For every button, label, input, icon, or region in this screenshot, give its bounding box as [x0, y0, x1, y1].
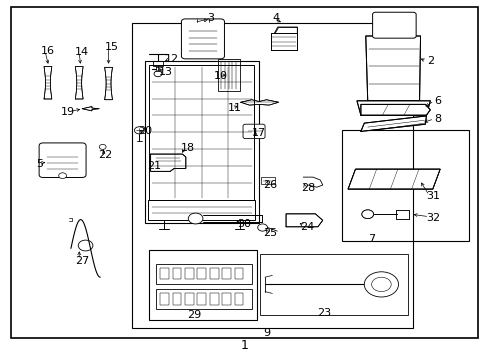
Polygon shape: [82, 107, 99, 111]
Bar: [145, 61, 259, 223]
Bar: [197, 268, 206, 279]
Polygon shape: [240, 100, 278, 105]
Bar: [172, 293, 181, 305]
Text: 29: 29: [187, 310, 202, 320]
Polygon shape: [104, 67, 112, 100]
Bar: [234, 293, 243, 305]
Text: 11: 11: [227, 103, 241, 113]
Bar: [149, 250, 256, 320]
Bar: [197, 293, 206, 305]
Circle shape: [361, 210, 373, 219]
Text: 31: 31: [425, 191, 439, 201]
Polygon shape: [360, 116, 426, 131]
Text: 21: 21: [147, 161, 161, 171]
Text: 27: 27: [75, 256, 89, 266]
Bar: [160, 268, 169, 279]
Bar: [185, 268, 193, 279]
Polygon shape: [285, 214, 322, 227]
Polygon shape: [356, 101, 429, 115]
Text: 10: 10: [214, 71, 227, 81]
Bar: [234, 268, 243, 279]
Text: 26: 26: [263, 180, 276, 190]
FancyBboxPatch shape: [372, 12, 415, 38]
Bar: [185, 293, 193, 305]
FancyBboxPatch shape: [181, 19, 224, 59]
Text: 28: 28: [300, 183, 315, 193]
Polygon shape: [347, 169, 439, 189]
Text: 1: 1: [240, 339, 248, 352]
Polygon shape: [360, 104, 429, 115]
Text: 13: 13: [159, 67, 173, 77]
Bar: [155, 289, 251, 309]
Circle shape: [99, 144, 106, 149]
Circle shape: [59, 173, 66, 179]
Bar: [160, 293, 169, 305]
Text: 2: 2: [426, 56, 433, 66]
Bar: [155, 264, 251, 284]
Bar: [342, 130, 468, 241]
Text: 4: 4: [272, 13, 279, 23]
Polygon shape: [44, 67, 52, 99]
Text: 18: 18: [181, 143, 195, 153]
Bar: [132, 23, 412, 328]
Polygon shape: [365, 36, 420, 101]
Text: 20: 20: [138, 126, 151, 136]
Text: 15: 15: [104, 42, 118, 52]
Text: 5: 5: [37, 159, 43, 169]
Bar: [222, 268, 230, 279]
Circle shape: [257, 224, 267, 231]
Bar: [172, 268, 181, 279]
Text: 17: 17: [252, 128, 265, 138]
Bar: [209, 268, 218, 279]
Text: 16: 16: [41, 46, 55, 56]
Bar: [217, 59, 239, 91]
Text: 14: 14: [75, 47, 89, 57]
Polygon shape: [150, 154, 185, 171]
Text: 7: 7: [367, 234, 374, 244]
Text: 23: 23: [316, 308, 330, 318]
Bar: [222, 293, 230, 305]
Bar: [149, 65, 254, 200]
Text: 24: 24: [299, 222, 314, 232]
Circle shape: [361, 210, 373, 219]
Circle shape: [364, 272, 398, 297]
Polygon shape: [347, 169, 439, 189]
Bar: [395, 210, 408, 219]
Polygon shape: [271, 33, 297, 50]
Bar: [260, 177, 275, 184]
Polygon shape: [75, 67, 83, 99]
Text: 19: 19: [61, 107, 74, 117]
Circle shape: [371, 277, 390, 292]
Text: 8: 8: [433, 114, 440, 124]
Text: 6: 6: [433, 96, 440, 106]
Bar: [153, 61, 163, 66]
Text: 12: 12: [165, 54, 179, 64]
Circle shape: [134, 127, 144, 134]
Circle shape: [188, 213, 203, 224]
Text: 30: 30: [237, 219, 251, 229]
Circle shape: [154, 71, 162, 77]
Bar: [260, 254, 407, 315]
FancyBboxPatch shape: [39, 143, 86, 177]
Bar: [209, 293, 218, 305]
Text: 9: 9: [263, 328, 269, 338]
Text: 32: 32: [425, 213, 439, 223]
Polygon shape: [273, 27, 297, 34]
Text: 25: 25: [263, 228, 277, 238]
Text: 22: 22: [98, 150, 112, 160]
Text: 3: 3: [206, 13, 213, 23]
Bar: [148, 200, 255, 220]
FancyBboxPatch shape: [243, 124, 264, 139]
Bar: [395, 210, 408, 219]
